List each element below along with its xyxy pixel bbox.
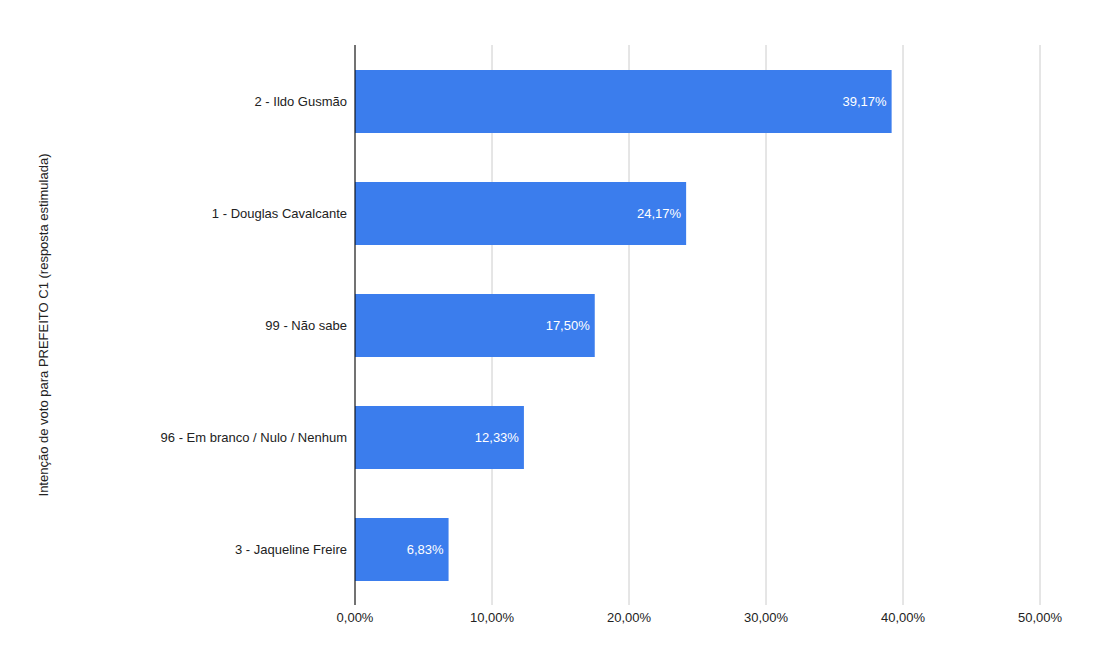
svg-text:Intenção de voto para PREFEITO: Intenção de voto para PREFEITO C1 (respo… bbox=[36, 154, 51, 497]
svg-text:3 - Jaqueline Freire: 3 - Jaqueline Freire bbox=[235, 542, 347, 557]
svg-text:12,33%: 12,33% bbox=[475, 430, 520, 445]
svg-text:0,00%: 0,00% bbox=[337, 610, 374, 625]
svg-text:6,83%: 6,83% bbox=[407, 542, 444, 557]
svg-text:17,50%: 17,50% bbox=[546, 318, 591, 333]
svg-text:50,00%: 50,00% bbox=[1018, 610, 1063, 625]
svg-text:99 - Não sabe: 99 - Não sabe bbox=[265, 318, 347, 333]
svg-text:39,17%: 39,17% bbox=[843, 94, 888, 109]
svg-text:20,00%: 20,00% bbox=[607, 610, 652, 625]
svg-text:96 - Em branco / Nulo / Nenhum: 96 - Em branco / Nulo / Nenhum bbox=[161, 430, 347, 445]
svg-text:40,00%: 40,00% bbox=[881, 610, 926, 625]
svg-text:10,00%: 10,00% bbox=[470, 610, 515, 625]
svg-text:2 - Ildo Gusmão: 2 - Ildo Gusmão bbox=[255, 94, 348, 109]
svg-text:30,00%: 30,00% bbox=[744, 610, 789, 625]
svg-text:24,17%: 24,17% bbox=[637, 206, 682, 221]
svg-text:1 - Douglas Cavalcante: 1 - Douglas Cavalcante bbox=[212, 206, 347, 221]
